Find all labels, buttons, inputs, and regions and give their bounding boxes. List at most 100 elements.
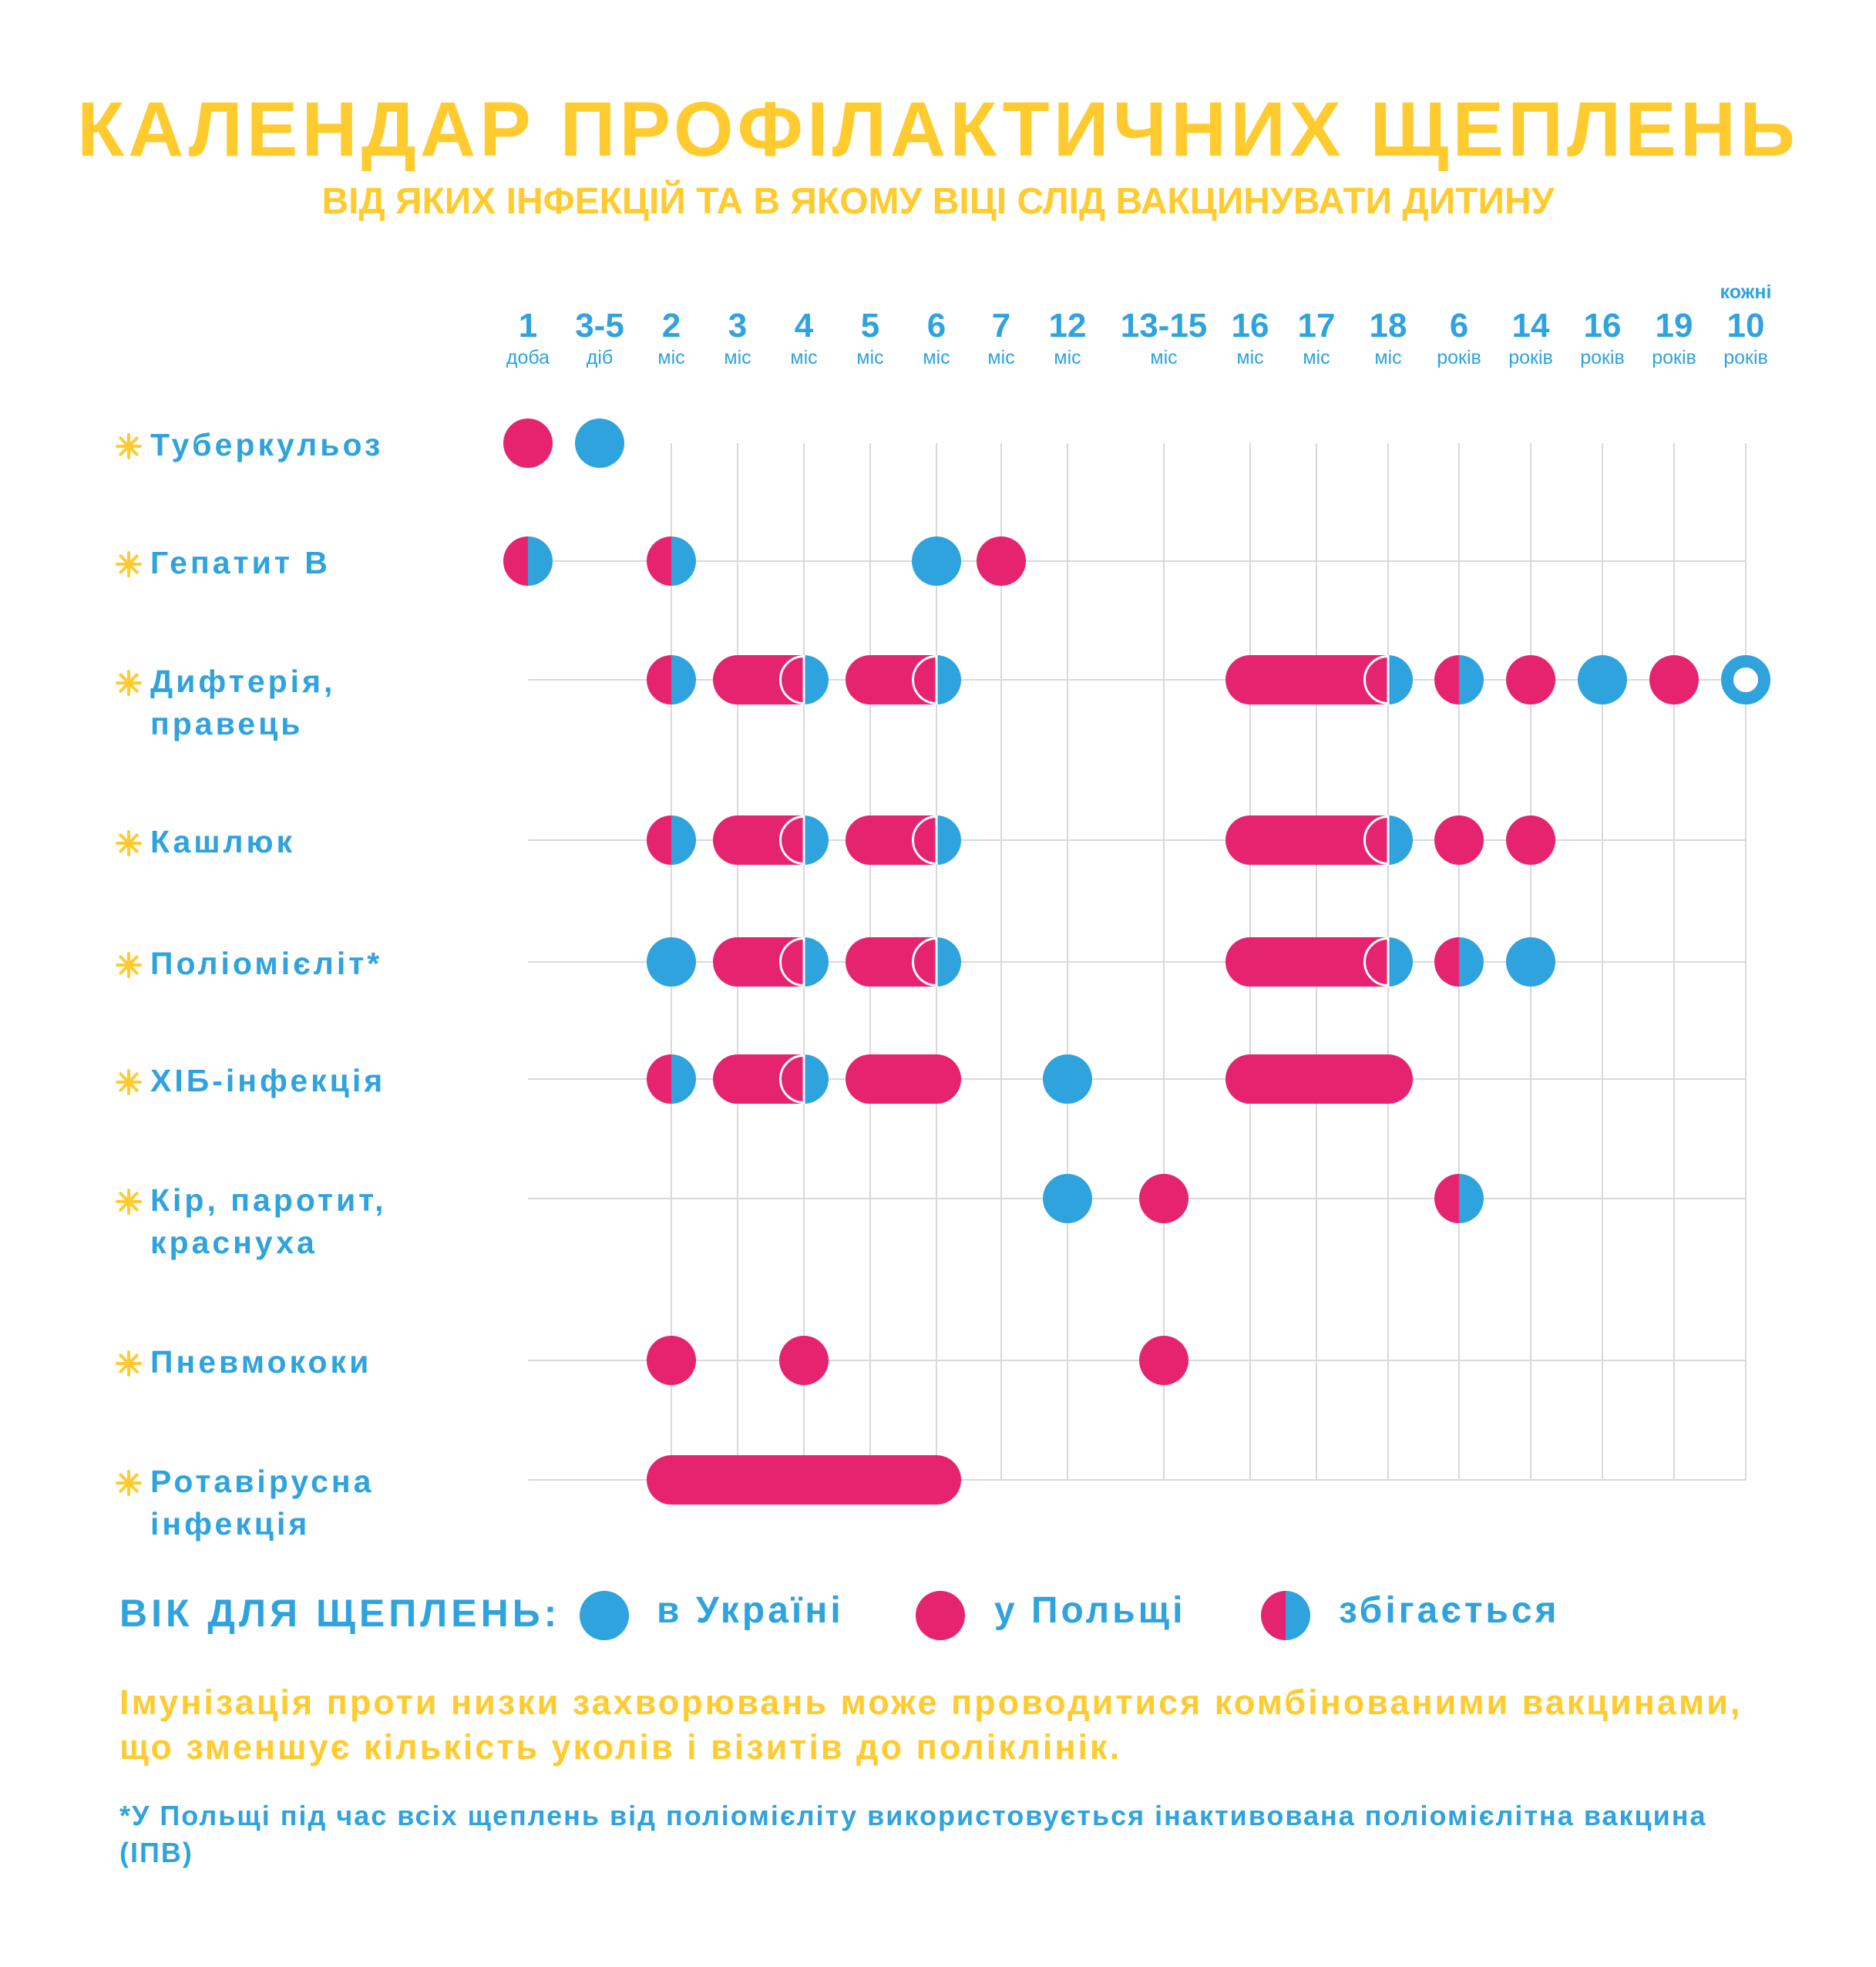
column-age-unit: років [1723, 347, 1768, 368]
column-age-unit: років [1652, 347, 1696, 368]
column-age-unit: міс [1054, 347, 1081, 368]
column-age-number: 7 [992, 307, 1010, 345]
row-label: Ротавірусна [150, 1464, 374, 1499]
range-poland [647, 1455, 961, 1505]
row-label: ХІБ-інфекція [150, 1063, 385, 1098]
column-age-number: 18 [1370, 307, 1407, 345]
column-age-unit: міс [657, 347, 684, 368]
range-poland-ukraine-end [846, 655, 961, 704]
row-label: Кір, паротит, [150, 1182, 387, 1218]
row-label: інфекція [150, 1506, 310, 1542]
row-label: Дифтерія, [150, 664, 335, 699]
dot-ukraine [647, 937, 696, 987]
column-age-unit: міс [856, 347, 883, 368]
dot-both [503, 536, 553, 586]
dot-poland [1506, 815, 1555, 865]
range-poland-ukraine-end [1225, 937, 1413, 987]
dot-both [647, 815, 696, 865]
polio-footnote: *У Польщі під час всіх щеплень від поліо… [119, 1800, 1707, 1868]
column-age-number: 2 [662, 307, 681, 345]
row-label: краснуха [150, 1225, 318, 1260]
column-age-unit: міс [987, 347, 1014, 368]
row-label: Пневмококи [150, 1344, 372, 1380]
dot-poland [1434, 815, 1484, 865]
sun-bullet-icon [116, 1470, 142, 1496]
dot-both [1434, 655, 1484, 704]
range-poland-ukraine-end [713, 655, 829, 704]
column-age-unit: міс [1374, 347, 1401, 368]
dot-ukraine-ring [1721, 655, 1770, 704]
dot-poland [1506, 655, 1555, 704]
column-age-unit: міс [724, 347, 751, 368]
column-age-unit: міс [1236, 347, 1263, 368]
dot-both [647, 536, 696, 586]
column-age-unit: міс [923, 347, 950, 368]
row-label: правець [150, 706, 304, 741]
legend-title: ВІК ДЛЯ ЩЕПЛЕНЬ: [119, 1592, 561, 1635]
column-age-number: 17 [1298, 307, 1336, 345]
page-subtitle: ВІД ЯКИХ ІНФЕКЦІЙ ТА В ЯКОМУ ВІЦІ СЛІД В… [321, 181, 1555, 222]
column-prefix: кожні [1720, 281, 1772, 303]
sun-bullet-icon [116, 830, 142, 856]
column-age-number: 16 [1232, 307, 1269, 345]
row-label: Гепатит В [150, 545, 331, 580]
page-title: КАЛЕНДАР ПРОФІЛАКТИЧНИХ ЩЕПЛЕНЬ [77, 86, 1799, 173]
column-age-unit: доба [506, 347, 550, 368]
range-poland-ukraine-end [713, 815, 829, 865]
sun-bullet-icon [116, 1069, 142, 1095]
column-age-number: 1 [519, 307, 537, 345]
dot-poland [647, 1336, 696, 1385]
column-age-unit: міс [790, 347, 817, 368]
column-age-unit: років [1508, 347, 1553, 368]
sun-bullet-icon [116, 551, 142, 577]
legend-both-label: збігається [1339, 1590, 1560, 1631]
dot-ukraine [1043, 1174, 1092, 1223]
column-age-number: 6 [927, 307, 946, 345]
range-poland-ukraine-end [713, 1054, 829, 1104]
dot-ukraine [912, 536, 961, 586]
column-age-unit: діб [587, 347, 613, 368]
dot-poland [779, 1336, 829, 1385]
column-age-number: 3 [728, 307, 747, 345]
legend-both-dot [1261, 1591, 1310, 1640]
dot-both [1434, 937, 1484, 987]
column-age-number: 10 [1727, 307, 1765, 345]
row-label: Туберкульоз [150, 427, 383, 462]
column-age-number: 16 [1584, 307, 1622, 345]
column-age-unit: міс [1150, 347, 1177, 368]
legend-ukraine-label: в Україні [657, 1590, 844, 1631]
column-age-number: 5 [861, 307, 879, 345]
range-poland-ukraine-end [1225, 815, 1413, 865]
dot-ukraine [1578, 655, 1627, 704]
legend-poland-dot [916, 1591, 965, 1640]
sun-bullet-icon [116, 952, 142, 978]
sun-bullet-icon [116, 433, 142, 459]
range-poland [1225, 1054, 1413, 1104]
column-age-number: 12 [1049, 307, 1087, 345]
legend-poland-label: у Польщі [994, 1590, 1186, 1631]
dot-poland [503, 419, 553, 468]
column-age-unit: міс [1303, 347, 1330, 368]
dot-poland [1139, 1336, 1188, 1385]
dot-ukraine [1506, 937, 1555, 987]
dot-poland [977, 536, 1026, 586]
dot-both [647, 655, 696, 704]
vaccination-chart: 1доба3-5діб2міс3міс4міс5міс6міс7міс12міс… [116, 281, 1772, 1542]
column-age-number: 14 [1512, 307, 1550, 345]
dot-ukraine [575, 419, 624, 468]
dot-both [1434, 1174, 1484, 1223]
column-age-unit: років [1580, 347, 1625, 368]
range-poland-ukraine-end [846, 815, 961, 865]
dot-poland [1139, 1174, 1188, 1223]
column-age-number: 4 [795, 307, 814, 345]
range-poland-ukraine-end [713, 937, 829, 987]
dot-ukraine [1043, 1054, 1092, 1104]
combined-vaccine-note: Імунізація проти низки захворювань може … [119, 1683, 1743, 1767]
dot-both [647, 1054, 696, 1104]
sun-bullet-icon [116, 1350, 142, 1377]
dot-poland [1649, 655, 1699, 704]
range-poland-ukraine-end [846, 937, 961, 987]
sun-bullet-icon [116, 1189, 142, 1215]
row-label: Поліомієліт* [150, 946, 382, 981]
sun-bullet-icon [116, 670, 142, 696]
